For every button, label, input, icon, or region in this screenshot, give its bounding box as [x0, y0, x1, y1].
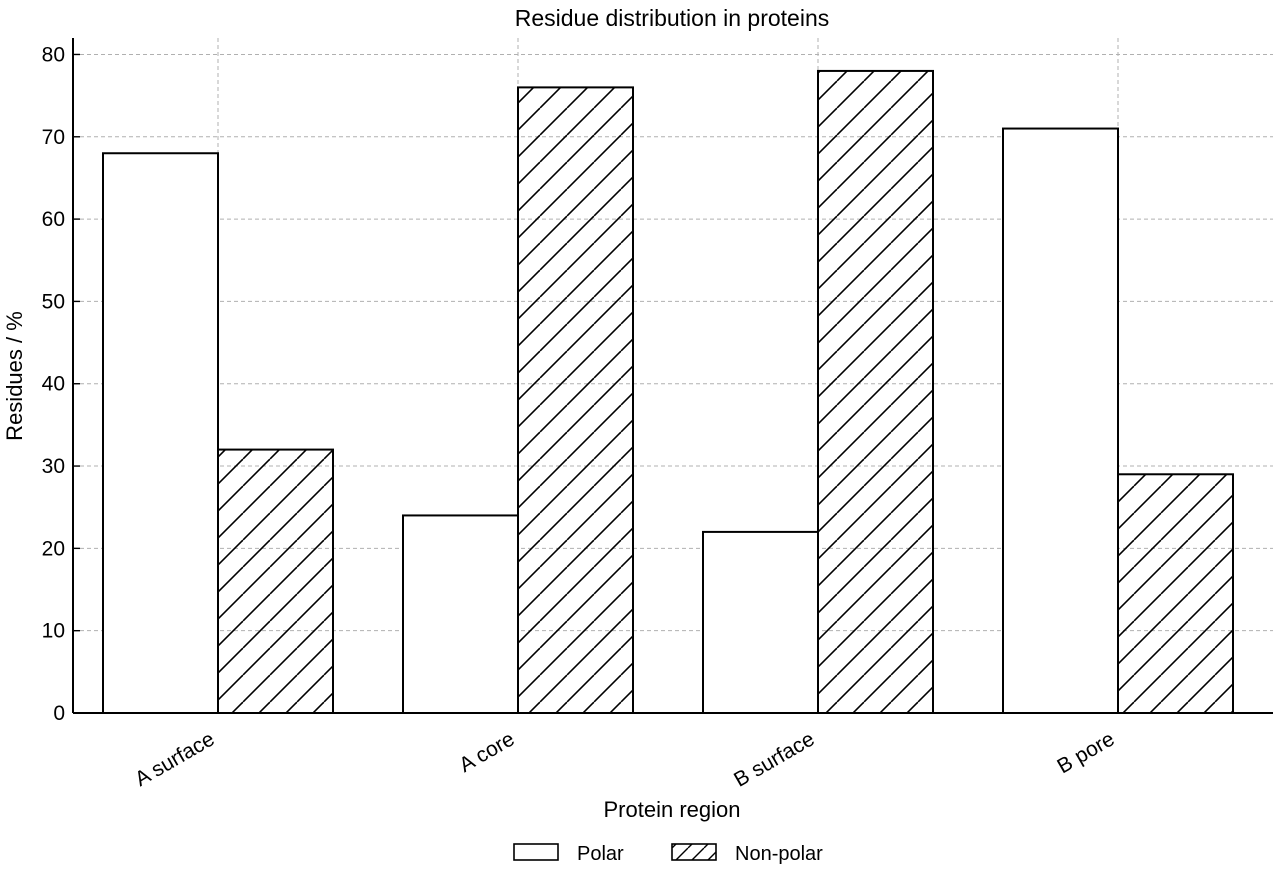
- bar-non-polar-a-surface: [217, 448, 334, 714]
- legend-swatch-non-polar: [671, 843, 717, 861]
- y-tick-label: 60: [42, 208, 65, 231]
- x-tick-label: A surface: [131, 727, 218, 791]
- chart-title: Residue distribution in proteins: [515, 5, 830, 31]
- bar-non-polar-b-surface: [817, 69, 934, 715]
- bar-polar-a-core: [402, 514, 519, 714]
- x-tick-label: B pore: [1053, 727, 1118, 778]
- y-tick-label: 40: [42, 373, 65, 396]
- y-tick-label: 50: [42, 290, 65, 313]
- axes: [72, 38, 1273, 714]
- y-tick-label: 80: [42, 43, 65, 66]
- x-axis-title: Protein region: [604, 797, 741, 822]
- bar-polar-b-surface: [702, 530, 819, 715]
- legend-label-polar: Polar: [577, 843, 624, 865]
- bar-non-polar-a-core: [517, 86, 634, 714]
- y-tick-label: 20: [42, 537, 65, 560]
- x-tick-label: A core: [455, 727, 518, 777]
- y-tick-label: 30: [42, 455, 65, 478]
- bar-non-polar-b-pore: [1117, 473, 1234, 714]
- bar-polar-a-surface: [102, 152, 219, 714]
- x-tick-label: B surface: [730, 727, 818, 791]
- y-axis-title: Residues / %: [2, 311, 27, 441]
- legend-swatch-polar: [513, 843, 559, 861]
- y-tick-label: 0: [53, 702, 65, 725]
- legend-label-non-polar: Non-polar: [735, 843, 823, 865]
- legend: Polar Non-polar: [513, 843, 823, 865]
- bars: [102, 69, 1234, 715]
- y-tick-label: 70: [42, 126, 65, 149]
- y-tick-label: 10: [42, 620, 65, 643]
- bar-polar-b-pore: [1002, 127, 1119, 715]
